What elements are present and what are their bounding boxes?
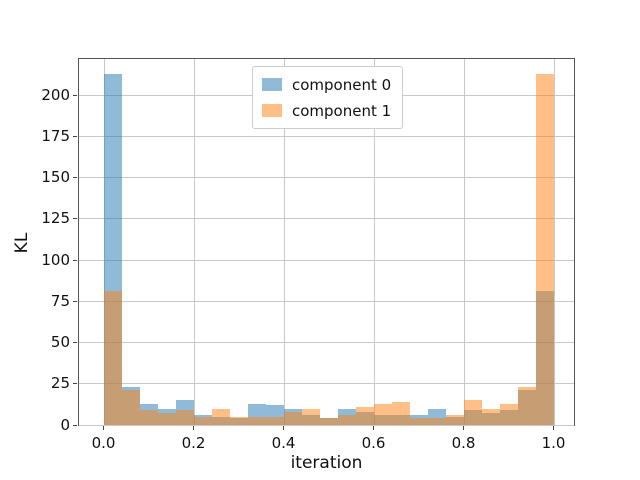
x-tick-label: 0.2 <box>181 434 206 452</box>
histogram-bar-series-1 <box>122 390 140 425</box>
histogram-bar-series-1 <box>212 408 230 425</box>
y-tick-label: 50 <box>50 333 70 351</box>
gridline-horizontal <box>79 259 574 261</box>
gridline-horizontal <box>79 135 574 137</box>
y-tick-mark <box>73 218 77 220</box>
legend-label-component-1: component 1 <box>292 101 392 120</box>
y-tick-label: 100 <box>41 250 70 269</box>
histogram-bar-series-1 <box>194 416 212 425</box>
histogram-bar-series-1 <box>230 416 248 425</box>
x-tick-label: 0.8 <box>451 434 476 452</box>
y-tick-label: 150 <box>41 168 70 186</box>
histogram-bar-series-1 <box>176 410 194 425</box>
histogram-bar-series-1 <box>428 418 446 425</box>
histogram-bar-series-1 <box>266 416 284 425</box>
x-tick-mark <box>193 426 194 430</box>
y-tick-label: 0 <box>60 415 70 434</box>
gridline-horizontal <box>79 177 574 178</box>
histogram-bar-series-1 <box>158 413 176 425</box>
gridline-vertical <box>373 59 375 425</box>
histogram-bar-series-1 <box>356 406 374 425</box>
histogram-bar-series-1 <box>500 403 518 425</box>
gridline-vertical <box>283 59 285 425</box>
histogram-bar-series-1 <box>374 403 392 425</box>
y-tick-label: 175 <box>41 126 70 145</box>
legend-label-component-0: component 0 <box>292 75 392 94</box>
histogram-bar-series-1 <box>482 408 500 425</box>
y-tick-label: 25 <box>50 374 70 393</box>
legend-swatch-component-1 <box>262 104 282 117</box>
y-tick-mark <box>73 135 77 137</box>
x-axis-label: iteration <box>290 453 363 473</box>
y-tick-label: 125 <box>41 209 70 228</box>
histogram-bar-series-1 <box>410 418 428 425</box>
gridline-horizontal <box>79 424 574 426</box>
histogram-bar-series-1 <box>284 411 302 425</box>
gridline-horizontal <box>79 342 574 343</box>
y-tick-mark <box>73 424 77 426</box>
legend-item-component-1: component 1 <box>262 100 391 121</box>
histogram-bar-series-1 <box>302 408 320 425</box>
histogram-bar-series-1 <box>536 73 554 425</box>
x-tick-mark <box>553 426 554 430</box>
gridline-vertical <box>193 59 195 425</box>
y-tick-label: 200 <box>41 85 70 104</box>
x-tick-label: 0.4 <box>271 434 296 452</box>
x-tick-mark <box>463 426 464 430</box>
gridline-horizontal <box>79 383 574 385</box>
histogram-bar-series-1 <box>338 415 356 425</box>
y-tick-mark <box>73 300 77 302</box>
y-tick-label: 75 <box>50 291 70 310</box>
y-tick-mark <box>73 342 77 343</box>
y-tick-mark <box>73 177 77 178</box>
histogram-bar-series-1 <box>140 410 158 425</box>
x-tick-mark <box>283 426 284 430</box>
legend-item-component-0: component 0 <box>262 74 391 95</box>
histogram-bar-series-1 <box>392 401 410 425</box>
histogram-bar-series-1 <box>464 400 482 425</box>
y-tick-mark <box>73 383 77 385</box>
histogram-bar-series-1 <box>320 418 338 425</box>
histogram-bar-series-1 <box>248 416 266 425</box>
y-tick-mark <box>73 259 77 261</box>
histogram-bar-series-1 <box>518 387 536 425</box>
x-tick-label: 1.0 <box>541 434 566 452</box>
x-tick-mark <box>373 426 374 430</box>
legend-swatch-component-0 <box>262 78 282 91</box>
gridline-horizontal <box>79 218 574 220</box>
histogram-bar-series-1 <box>446 415 464 425</box>
y-tick-mark <box>73 94 77 96</box>
x-tick-mark <box>103 426 104 430</box>
legend: component 0 component 1 <box>252 66 404 129</box>
histogram-bar-series-1 <box>104 291 122 425</box>
gridline-vertical <box>463 59 465 425</box>
x-tick-label: 0.6 <box>361 434 386 452</box>
gridline-horizontal <box>79 300 574 302</box>
plot-area: component 0 component 1 <box>78 58 575 426</box>
x-tick-label: 0.0 <box>91 434 116 452</box>
gridline-vertical <box>553 59 555 425</box>
